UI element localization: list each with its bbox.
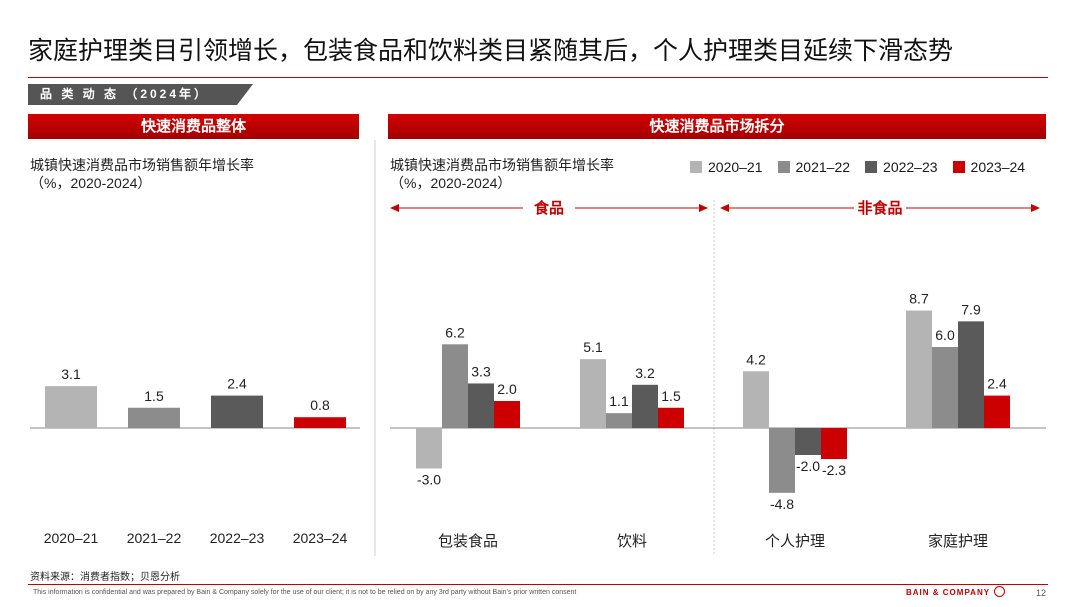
data-label: 8.7: [909, 291, 929, 307]
bar-2022–23: [211, 395, 263, 428]
x-tick-label: 2023–24: [293, 530, 348, 546]
x-category-label: 个人护理: [765, 533, 825, 550]
data-label: 3.1: [61, 366, 81, 382]
right-panel-unit: （%，2020-2024）: [390, 175, 512, 191]
bar-家庭护理-2020–21: [906, 310, 932, 428]
brand-logo-text: BAIN & COMPANY: [906, 588, 991, 597]
data-label: 7.9: [961, 301, 981, 317]
x-tick-label: 2021–22: [127, 530, 182, 546]
x-tick-label: 2022–23: [210, 530, 265, 546]
data-label: 2.4: [227, 376, 247, 392]
group-nonfood-arrowhead-right: [1031, 204, 1040, 212]
data-label: 5.1: [583, 339, 603, 355]
data-label: 2.0: [497, 381, 517, 397]
chart-legend: 2020–21 2021–22 2022–23 2023–24: [690, 158, 1025, 176]
title-divider: [28, 77, 1048, 78]
bar-家庭护理-2022–23: [958, 321, 984, 428]
legend-item-2022-23: 2022–23: [865, 158, 938, 176]
data-label: 6.0: [935, 327, 955, 343]
left-panel-header: 快速消费品整体: [28, 114, 359, 139]
bar-家庭护理-2021–22: [932, 347, 958, 428]
bar-包装食品-2023–24: [494, 401, 520, 428]
data-label: 1.5: [144, 388, 164, 404]
bar-2023–24: [294, 417, 346, 428]
bar-家庭护理-2023–24: [984, 395, 1010, 428]
bar-饮料-2021–22: [606, 413, 632, 428]
bar-个人护理-2022–23: [795, 428, 821, 455]
data-label: 0.8: [310, 397, 330, 413]
legend-item-2020-21: 2020–21: [690, 158, 763, 176]
bar-饮料-2023–24: [658, 407, 684, 428]
legend-item-2023-24: 2023–24: [952, 158, 1026, 176]
data-label: 1.1: [609, 393, 629, 409]
footer-divider: [28, 584, 1048, 585]
right-panel-subtitle: 城镇快速消费品市场销售额年增长率: [390, 157, 614, 173]
data-label: -4.8: [770, 496, 794, 512]
bar-包装食品-2022–23: [468, 383, 494, 428]
data-label: 3.2: [635, 365, 655, 381]
legend-label: 2022–23: [883, 159, 938, 175]
data-label: 2.4: [987, 376, 1007, 392]
bar-包装食品-2021–22: [442, 344, 468, 428]
right-panel-header: 快速消费品市场拆分: [388, 114, 1046, 139]
page-number: 12: [1036, 588, 1047, 598]
data-label: 4.2: [746, 351, 766, 367]
group-nonfood-arrowhead-left: [720, 204, 729, 212]
bar-个人护理-2020–21: [743, 371, 769, 428]
legend-swatch: [690, 161, 702, 173]
x-tick-label: 2020–21: [44, 530, 99, 546]
left-panel-unit: （%，2020-2024）: [30, 175, 152, 191]
legend-label: 2021–22: [795, 159, 851, 175]
data-label: 6.2: [445, 324, 465, 340]
legend-label: 2020–21: [708, 159, 763, 175]
page-title: 家庭护理类目引领增长，包装食品和饮料类目紧随其后，个人护理类目延续下滑态势: [28, 37, 954, 65]
group-food-arrowhead-right: [699, 204, 708, 212]
data-label: -2.3: [822, 462, 846, 478]
bar-个人护理-2023–24: [821, 428, 847, 460]
legend-swatch: [952, 161, 965, 173]
group-food-arrowhead-left: [390, 204, 399, 212]
bar-2020–21: [45, 386, 97, 428]
legend-label: 2023–24: [970, 159, 1026, 175]
group-nonfood-label: 非食品: [857, 199, 902, 217]
bar-饮料-2020–21: [580, 359, 606, 428]
legend-swatch: [777, 161, 790, 173]
bar-包装食品-2020–21: [416, 428, 442, 469]
disclaimer: This information is confidential and was…: [33, 589, 577, 596]
brand-logo-mark: [994, 586, 1005, 597]
legend-swatch: [865, 161, 878, 173]
data-label: 1.5: [661, 388, 681, 404]
data-label: 3.3: [471, 363, 491, 379]
x-category-label: 家庭护理: [928, 533, 988, 550]
source-note: 资料来源：消费者指数；贝恩分析: [30, 572, 180, 583]
x-category-label: 包装食品: [438, 533, 498, 550]
bar-个人护理-2021–22: [769, 428, 795, 493]
legend-item-2021-22: 2021–22: [777, 158, 851, 176]
x-category-label: 饮料: [617, 533, 647, 550]
group-food-label: 食品: [534, 199, 564, 217]
bar-2021–22: [128, 407, 180, 428]
section-tag: 品 类 动 态 （2024年）: [28, 84, 253, 105]
bar-饮料-2022–23: [632, 384, 658, 428]
data-label: -3.0: [417, 472, 441, 488]
data-label: -2.0: [796, 458, 820, 474]
left-panel-subtitle: 城镇快速消费品市场销售额年增长率: [30, 157, 254, 173]
